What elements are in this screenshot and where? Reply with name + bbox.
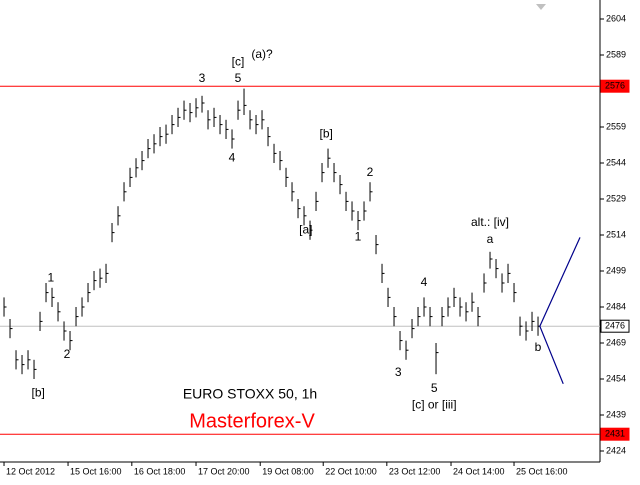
- chart-title: EURO STOXX 50, 1h: [183, 386, 317, 402]
- price-label: 2576: [605, 81, 625, 91]
- price-label: 2476: [605, 321, 625, 331]
- wave-label: [a]: [299, 222, 312, 236]
- price-label-box: [600, 319, 630, 333]
- x-tick-label: 16 Oct 18:00: [134, 466, 186, 476]
- y-tick-label: 2529: [606, 193, 626, 203]
- wave-label: [b]: [32, 386, 45, 400]
- x-tick-label: 25 Oct 16:00: [516, 466, 568, 476]
- scroll-icon: [536, 4, 546, 10]
- x-tick-label: 19 Oct 08:00: [262, 466, 314, 476]
- projection-line: [539, 325, 564, 385]
- wave-label: [c]: [232, 54, 245, 68]
- wave-label: a: [487, 232, 494, 246]
- y-tick-label: 2589: [606, 49, 626, 59]
- wave-label: 1: [47, 270, 54, 284]
- y-tick-label: 2454: [606, 373, 626, 383]
- y-tick-label: 2514: [606, 229, 626, 239]
- wave-label: 4: [421, 275, 428, 289]
- y-tick-label: 2484: [606, 301, 626, 311]
- wave-label: 2: [367, 165, 374, 179]
- y-tick-label: 2604: [606, 13, 626, 23]
- wave-label: [c] or [iii]: [412, 398, 457, 412]
- y-tick-label: 2499: [606, 265, 626, 275]
- y-tick-label: 2424: [606, 445, 626, 455]
- wave-label: 1: [355, 230, 362, 244]
- chart-subtitle: Masterforex-V: [189, 410, 315, 432]
- wave-label: (a)?: [251, 47, 273, 61]
- wave-label: 3: [395, 365, 402, 379]
- wave-label: [b]: [320, 126, 333, 140]
- y-tick-label: 2469: [606, 337, 626, 347]
- wave-label: b: [535, 340, 542, 354]
- y-tick-label: 2439: [606, 409, 626, 419]
- x-tick-label: 24 Oct 14:00: [453, 466, 505, 476]
- y-tick-label: 2559: [606, 121, 626, 131]
- x-tick-label: 15 Oct 16:00: [70, 466, 122, 476]
- wave-label: 5: [431, 381, 438, 395]
- projection-line: [539, 237, 581, 327]
- wave-label: 4: [229, 150, 236, 164]
- wave-label: 5: [235, 71, 242, 85]
- price-label: 2431: [605, 429, 625, 439]
- x-tick-label: 17 Oct 20:00: [198, 466, 250, 476]
- wave-label: 3: [199, 71, 206, 85]
- wave-label: alt.: [iv]: [471, 215, 509, 229]
- x-tick-label: 12 Oct 2012: [6, 466, 55, 476]
- x-tick-label: 23 Oct 12:00: [389, 466, 441, 476]
- price-label-box: [600, 79, 630, 93]
- wave-label: 2: [64, 347, 71, 361]
- y-tick-label: 2544: [606, 157, 626, 167]
- price-label-box: [600, 427, 630, 441]
- x-tick-label: 22 Oct 10:00: [325, 466, 377, 476]
